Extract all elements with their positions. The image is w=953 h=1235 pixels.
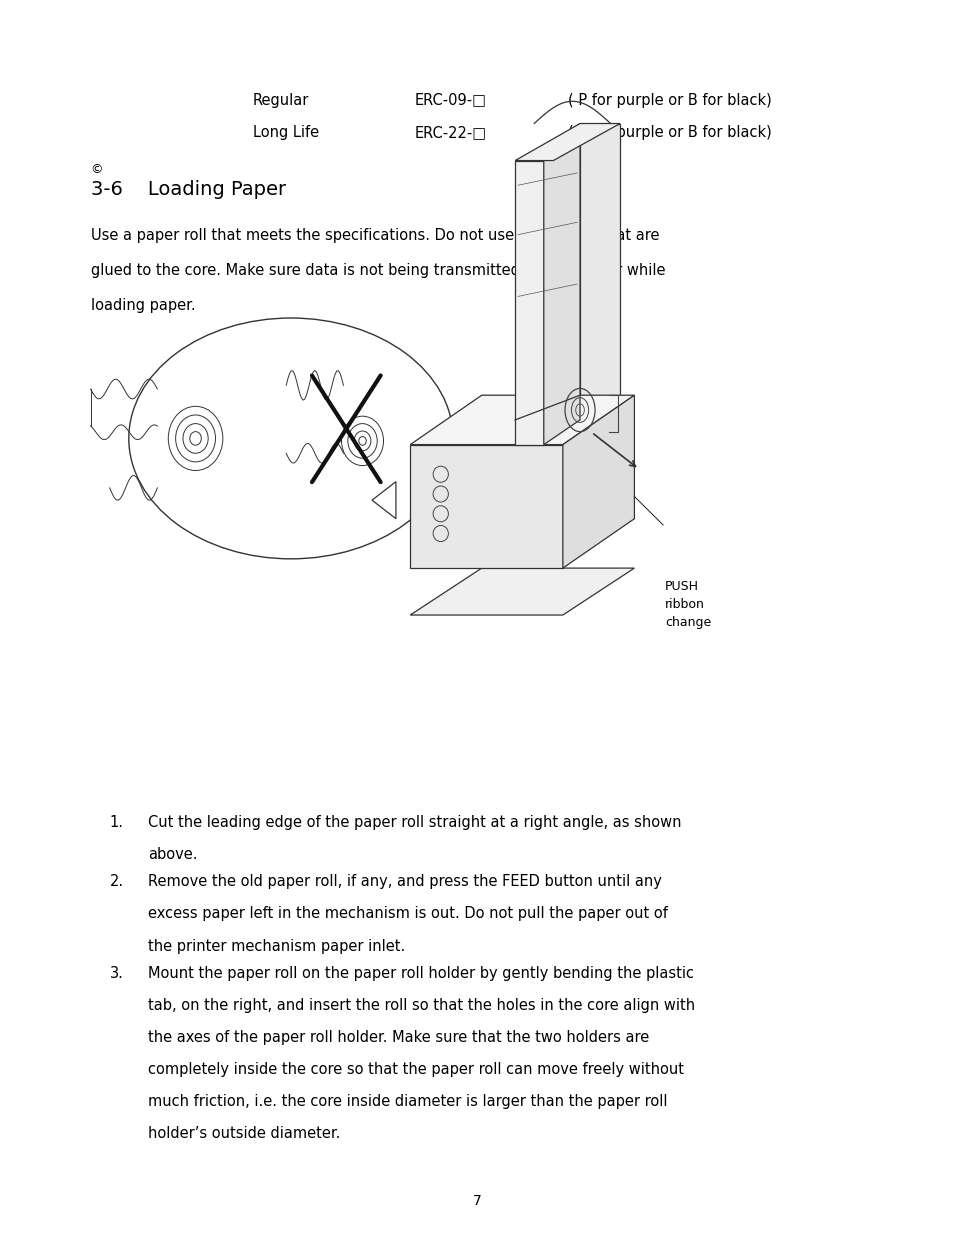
Text: glued to the core. Make sure data is not being transmitted to the printer while: glued to the core. Make sure data is not… [91, 263, 664, 278]
Text: 7: 7 [472, 1194, 481, 1208]
Polygon shape [410, 568, 634, 615]
Polygon shape [562, 395, 634, 568]
Polygon shape [543, 124, 579, 445]
Text: Regular: Regular [253, 93, 309, 107]
Text: Remove the old paper roll, if any, and press the FEED button until any: Remove the old paper roll, if any, and p… [148, 874, 661, 889]
Text: ©: © [91, 163, 103, 177]
Text: 1.: 1. [110, 815, 124, 830]
Text: ERC-09-□: ERC-09-□ [415, 93, 486, 107]
Text: Use a paper roll that meets the specifications. Do not use paper rolls that are: Use a paper roll that meets the specific… [91, 228, 659, 243]
Text: 3.: 3. [110, 966, 124, 981]
Text: Long Life: Long Life [253, 125, 318, 140]
Text: holder’s outside diameter.: holder’s outside diameter. [148, 1126, 340, 1141]
Text: excess paper left in the mechanism is out. Do not pull the paper out of: excess paper left in the mechanism is ou… [148, 906, 667, 921]
Text: ERC-22-□: ERC-22-□ [415, 125, 487, 140]
Text: the printer mechanism paper inlet.: the printer mechanism paper inlet. [148, 939, 405, 953]
Polygon shape [579, 124, 619, 420]
Polygon shape [410, 395, 634, 445]
Text: loading paper.: loading paper. [91, 298, 195, 312]
Text: much friction, i.e. the core inside diameter is larger than the paper roll: much friction, i.e. the core inside diam… [148, 1094, 667, 1109]
Text: ( P for purple or B for black): ( P for purple or B for black) [567, 125, 771, 140]
Text: tab, on the right, and insert the roll so that the holes in the core align with: tab, on the right, and insert the roll s… [148, 998, 695, 1013]
Text: Cut the leading edge of the paper roll straight at a right angle, as shown: Cut the leading edge of the paper roll s… [148, 815, 680, 830]
Text: 3-6    Loading Paper: 3-6 Loading Paper [91, 180, 286, 199]
Text: completely inside the core so that the paper roll can move freely without: completely inside the core so that the p… [148, 1062, 683, 1077]
Polygon shape [515, 124, 619, 161]
Text: 2.: 2. [110, 874, 124, 889]
Text: Mount the paper roll on the paper roll holder by gently bending the plastic: Mount the paper roll on the paper roll h… [148, 966, 693, 981]
Polygon shape [515, 161, 543, 445]
Text: ( P for purple or B for black): ( P for purple or B for black) [567, 93, 771, 107]
Text: the axes of the paper roll holder. Make sure that the two holders are: the axes of the paper roll holder. Make … [148, 1030, 648, 1045]
Polygon shape [410, 445, 562, 568]
Text: PUSH
ribbon
change: PUSH ribbon change [664, 580, 710, 630]
Text: above.: above. [148, 847, 197, 862]
